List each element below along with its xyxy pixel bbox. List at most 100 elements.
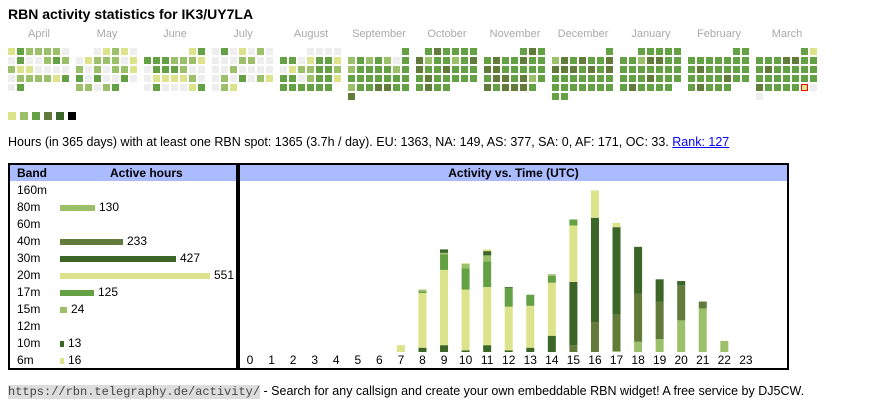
calendar-day-cell[interactable] bbox=[724, 75, 731, 82]
calendar-day-cell[interactable] bbox=[801, 48, 808, 55]
calendar-day-cell[interactable] bbox=[520, 66, 527, 73]
calendar-day-cell[interactable] bbox=[180, 57, 187, 64]
calendar-day-cell[interactable] bbox=[529, 84, 536, 91]
calendar-day-cell[interactable] bbox=[538, 75, 545, 82]
calendar-day-cell[interactable] bbox=[53, 57, 60, 64]
calendar-day-cell[interactable] bbox=[665, 84, 672, 91]
calendar-day-cell[interactable] bbox=[620, 84, 627, 91]
calendar-day-cell[interactable] bbox=[810, 84, 817, 91]
calendar-day-cell[interactable] bbox=[366, 57, 373, 64]
calendar-day-cell[interactable] bbox=[198, 48, 205, 55]
calendar-day-cell[interactable] bbox=[742, 48, 749, 55]
calendar-day-cell[interactable] bbox=[384, 75, 391, 82]
calendar-day-cell[interactable] bbox=[17, 66, 24, 73]
calendar-day-cell[interactable] bbox=[742, 66, 749, 73]
calendar-day-cell[interactable] bbox=[665, 57, 672, 64]
calendar-day-cell[interactable] bbox=[189, 84, 196, 91]
calendar-day-cell[interactable] bbox=[248, 48, 255, 55]
calendar-day-cell[interactable] bbox=[792, 75, 799, 82]
calendar-day-cell[interactable] bbox=[121, 75, 128, 82]
calendar-day-cell[interactable] bbox=[461, 57, 468, 64]
calendar-day-cell[interactable] bbox=[493, 84, 500, 91]
calendar-day-cell[interactable] bbox=[402, 75, 409, 82]
calendar-day-cell[interactable] bbox=[221, 57, 228, 64]
calendar-day-cell[interactable] bbox=[688, 66, 695, 73]
calendar-day-cell[interactable] bbox=[733, 48, 740, 55]
calendar-day-cell[interactable] bbox=[325, 57, 332, 64]
calendar-day-cell[interactable] bbox=[325, 84, 332, 91]
calendar-day-cell[interactable] bbox=[810, 75, 817, 82]
calendar-day-cell[interactable] bbox=[461, 75, 468, 82]
calendar-day-cell[interactable] bbox=[434, 48, 441, 55]
calendar-day-cell[interactable] bbox=[656, 57, 663, 64]
calendar-day-cell[interactable] bbox=[121, 66, 128, 73]
calendar-day-cell[interactable] bbox=[348, 84, 355, 91]
calendar-day-cell[interactable] bbox=[230, 84, 237, 91]
calendar-day-cell[interactable] bbox=[17, 84, 24, 91]
calendar-day-cell[interactable] bbox=[257, 48, 264, 55]
calendar-day-cell[interactable] bbox=[289, 57, 296, 64]
calendar-day-cell[interactable] bbox=[44, 57, 51, 64]
calendar-day-cell[interactable] bbox=[8, 84, 15, 91]
calendar-day-cell[interactable] bbox=[416, 84, 423, 91]
calendar-day-cell[interactable] bbox=[112, 66, 119, 73]
calendar-day-cell[interactable] bbox=[162, 57, 169, 64]
calendar-day-cell[interactable] bbox=[393, 66, 400, 73]
calendar-day-cell[interactable] bbox=[8, 57, 15, 64]
calendar-day-cell[interactable] bbox=[561, 93, 568, 100]
calendar-day-cell[interactable] bbox=[266, 75, 273, 82]
calendar-day-cell[interactable] bbox=[416, 75, 423, 82]
calendar-day-cell[interactable] bbox=[606, 48, 613, 55]
calendar-day-cell[interactable] bbox=[375, 57, 382, 64]
calendar-day-cell[interactable] bbox=[85, 75, 92, 82]
calendar-day-cell[interactable] bbox=[520, 75, 527, 82]
calendar-day-cell[interactable] bbox=[461, 66, 468, 73]
calendar-day-cell[interactable] bbox=[597, 75, 604, 82]
calendar-day-cell[interactable] bbox=[620, 75, 627, 82]
calendar-day-cell[interactable] bbox=[289, 75, 296, 82]
calendar-day-cell[interactable] bbox=[656, 75, 663, 82]
calendar-day-cell[interactable] bbox=[484, 66, 491, 73]
calendar-day-cell[interactable] bbox=[198, 84, 205, 91]
calendar-day-cell[interactable] bbox=[239, 66, 246, 73]
calendar-day-cell[interactable] bbox=[94, 84, 101, 91]
calendar-day-cell[interactable] bbox=[112, 48, 119, 55]
calendar-day-cell[interactable] bbox=[239, 75, 246, 82]
rank-link[interactable]: Rank: 127 bbox=[672, 135, 730, 149]
calendar-day-cell[interactable] bbox=[801, 66, 808, 73]
calendar-day-cell[interactable] bbox=[552, 75, 559, 82]
calendar-day-cell[interactable] bbox=[17, 48, 24, 55]
calendar-day-cell[interactable] bbox=[76, 84, 83, 91]
calendar-day-cell[interactable] bbox=[629, 57, 636, 64]
calendar-day-cell[interactable] bbox=[765, 84, 772, 91]
calendar-day-cell[interactable] bbox=[520, 57, 527, 64]
calendar-day-cell[interactable] bbox=[416, 57, 423, 64]
calendar-day-cell[interactable] bbox=[792, 66, 799, 73]
calendar-day-cell[interactable] bbox=[733, 66, 740, 73]
calendar-day-cell[interactable] bbox=[674, 66, 681, 73]
calendar-day-cell[interactable] bbox=[357, 66, 364, 73]
calendar-day-cell[interactable] bbox=[35, 66, 42, 73]
calendar-day-cell[interactable] bbox=[579, 57, 586, 64]
calendar-day-cell[interactable] bbox=[307, 66, 314, 73]
calendar-day-cell[interactable] bbox=[257, 75, 264, 82]
calendar-day-cell[interactable] bbox=[552, 57, 559, 64]
calendar-day-cell[interactable] bbox=[697, 84, 704, 91]
calendar-day-cell[interactable] bbox=[561, 66, 568, 73]
calendar-day-cell[interactable] bbox=[715, 84, 722, 91]
calendar-day-cell[interactable] bbox=[298, 84, 305, 91]
calendar-day-cell[interactable] bbox=[53, 75, 60, 82]
calendar-day-cell[interactable] bbox=[316, 48, 323, 55]
calendar-day-cell[interactable] bbox=[221, 84, 228, 91]
calendar-day-cell[interactable] bbox=[443, 84, 450, 91]
calendar-day-cell[interactable] bbox=[647, 84, 654, 91]
calendar-day-cell[interactable] bbox=[212, 48, 219, 55]
calendar-day-cell[interactable] bbox=[85, 84, 92, 91]
calendar-day-cell[interactable] bbox=[402, 57, 409, 64]
calendar-day-cell[interactable] bbox=[765, 66, 772, 73]
calendar-day-cell[interactable] bbox=[393, 75, 400, 82]
calendar-day-cell[interactable] bbox=[26, 57, 33, 64]
calendar-day-cell[interactable] bbox=[470, 66, 477, 73]
calendar-day-cell[interactable] bbox=[502, 57, 509, 64]
calendar-day-cell[interactable] bbox=[706, 57, 713, 64]
